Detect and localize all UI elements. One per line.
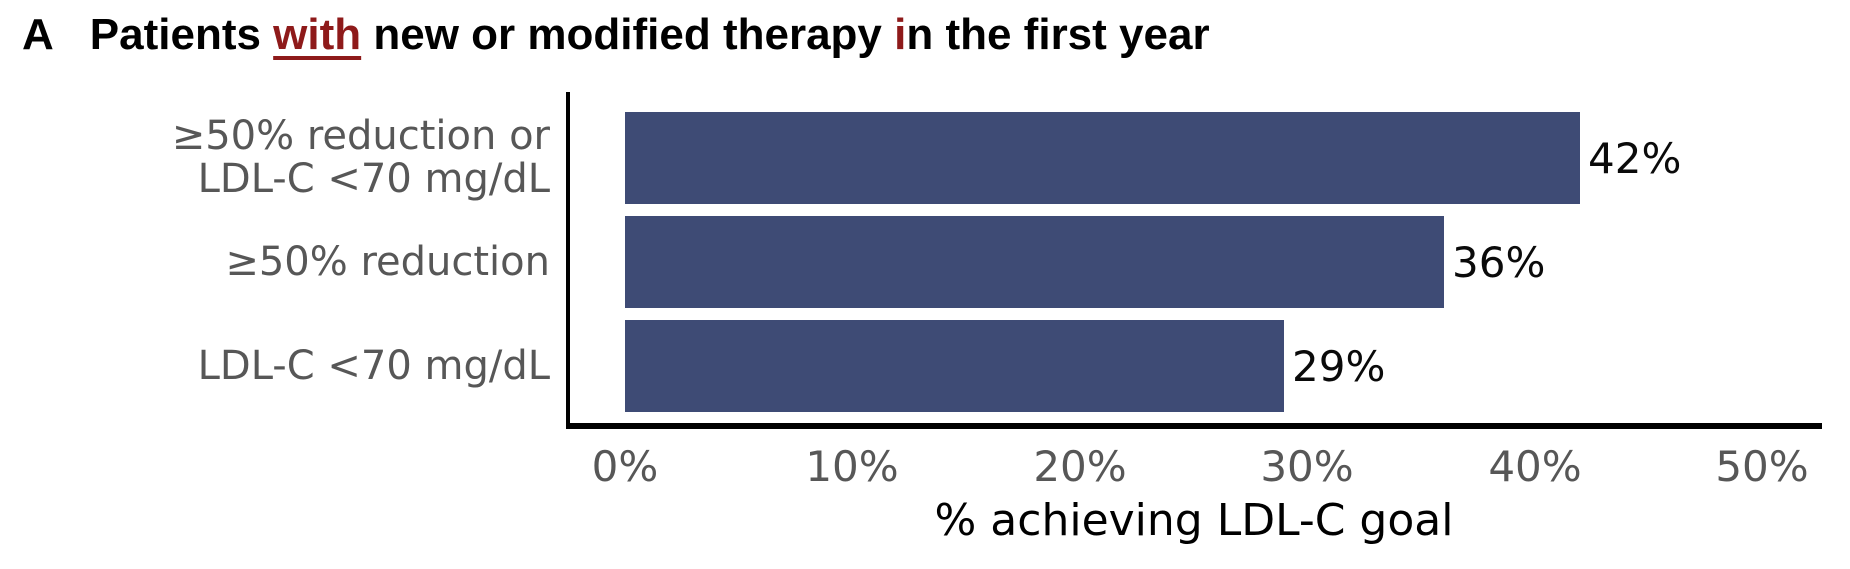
y-axis-category-label: ≥50% reduction or LDL-C <70 mg/dL [0, 112, 550, 204]
y-label-line: ≥50% reduction [225, 238, 550, 285]
bar-row: 29% [625, 320, 1385, 412]
y-axis-line [566, 92, 570, 429]
bar-50pct-reduction [625, 216, 1444, 308]
x-tick-label: 10% [805, 442, 899, 491]
x-tick-label: 30% [1260, 442, 1354, 491]
bar-ldl70 [625, 320, 1284, 412]
y-axis-category-label: LDL-C <70 mg/dL [0, 320, 550, 412]
title-segment: Patients [89, 10, 274, 59]
y-axis-category-label: ≥50% reduction [0, 216, 550, 308]
bar-value-label: 29% [1292, 341, 1386, 391]
bar-50pct-reduction-or-ldl70 [625, 112, 1580, 204]
bar-row: 36% [625, 216, 1545, 308]
panel-letter: A [22, 10, 54, 59]
x-tick-label: 40% [1488, 442, 1582, 491]
bar-value-label: 42% [1588, 133, 1682, 183]
bar-value-label: 36% [1452, 237, 1546, 287]
title-highlight-with: with [273, 10, 362, 59]
y-label-line: ≥50% reduction or [171, 113, 550, 160]
y-label-line: LDL-C <70 mg/dL [197, 342, 550, 389]
title-highlight-i: i [894, 10, 907, 59]
x-tick-label: 50% [1715, 442, 1809, 491]
title-segment: n the first year [906, 10, 1210, 59]
panel-title: A Patients with new or modified therapy i… [22, 10, 1210, 61]
bar-row: 42% [625, 112, 1681, 204]
x-tick-label: 0% [591, 442, 659, 491]
x-axis-line [566, 423, 1822, 429]
x-tick-label: 20% [1033, 442, 1127, 491]
y-label-line: LDL-C <70 mg/dL [197, 156, 550, 202]
title-segment: new or modified therapy [361, 10, 895, 59]
x-axis-title: % achieving LDL-C goal [934, 495, 1454, 546]
